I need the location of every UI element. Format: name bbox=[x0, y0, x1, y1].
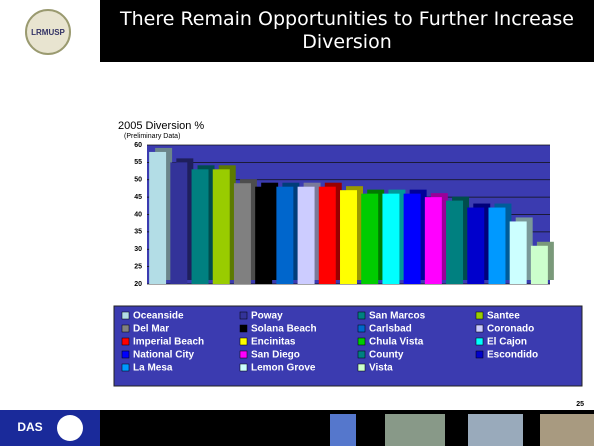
legend-label: San Marcos bbox=[369, 311, 426, 322]
chart-title: 2005 Diversion % bbox=[118, 120, 204, 132]
legend-swatch bbox=[122, 325, 129, 332]
bar bbox=[213, 169, 230, 284]
legend-swatch bbox=[240, 351, 247, 358]
y-tick-label: 35 bbox=[134, 229, 142, 236]
legend-swatch bbox=[476, 325, 483, 332]
y-tick-label: 55 bbox=[134, 159, 142, 166]
bar bbox=[531, 246, 548, 284]
legend-label: Oceanside bbox=[133, 311, 184, 322]
legend-swatch bbox=[240, 312, 247, 319]
legend-label: Lemon Grove bbox=[251, 363, 316, 374]
y-tick-label: 25 bbox=[134, 263, 142, 270]
y-tick-label: 30 bbox=[134, 246, 142, 253]
photo bbox=[468, 414, 523, 446]
legend-swatch bbox=[358, 338, 365, 345]
legend-swatch bbox=[122, 351, 129, 358]
legend-label: San Diego bbox=[251, 350, 300, 361]
legend-label: Poway bbox=[251, 311, 283, 322]
bar bbox=[298, 187, 315, 284]
bar bbox=[319, 187, 336, 284]
slide: There Remain Opportunities to Further In… bbox=[0, 0, 594, 446]
y-tick-label: 50 bbox=[134, 177, 142, 184]
bar bbox=[404, 194, 421, 284]
legend-label: Coronado bbox=[487, 324, 534, 335]
bar bbox=[361, 194, 378, 284]
bar bbox=[446, 201, 463, 284]
legend-swatch bbox=[358, 325, 365, 332]
photo bbox=[540, 414, 594, 446]
legend-label: County bbox=[369, 350, 404, 361]
bar bbox=[488, 208, 505, 284]
bar bbox=[170, 162, 187, 284]
legend-label: La Mesa bbox=[133, 363, 173, 374]
legend-swatch bbox=[122, 364, 129, 371]
bar bbox=[276, 187, 293, 284]
legend-swatch bbox=[240, 325, 247, 332]
bar bbox=[467, 208, 484, 284]
y-tick-label: 60 bbox=[134, 142, 142, 149]
y-tick-label: 20 bbox=[134, 281, 142, 288]
footer-seal bbox=[57, 415, 83, 441]
y-tick-label: 40 bbox=[134, 211, 142, 218]
bar bbox=[234, 183, 251, 284]
legend-label: Solana Beach bbox=[251, 324, 317, 335]
legend-label: Chula Vista bbox=[369, 337, 424, 348]
photo bbox=[330, 414, 356, 446]
legend-swatch bbox=[358, 351, 365, 358]
legend-label: Del Mar bbox=[133, 324, 169, 335]
legend-swatch bbox=[240, 364, 247, 371]
bar bbox=[382, 194, 399, 284]
chart-subtitle: (Preliminary Data) bbox=[124, 133, 180, 140]
legend-swatch bbox=[476, 338, 483, 345]
bar bbox=[340, 190, 357, 284]
footer-logo: DAS bbox=[17, 420, 42, 434]
legend-label: Escondido bbox=[487, 350, 538, 361]
legend-swatch bbox=[476, 351, 483, 358]
bar bbox=[192, 169, 209, 284]
bar bbox=[425, 197, 442, 284]
chart: LRMUSP DAS 25 2005 Diversion % (Prelimin… bbox=[0, 0, 594, 446]
legend-swatch bbox=[358, 364, 365, 371]
bar bbox=[149, 152, 166, 284]
legend-label: Imperial Beach bbox=[133, 337, 204, 348]
legend-swatch bbox=[122, 312, 129, 319]
legend-swatch bbox=[476, 312, 483, 319]
legend-label: Carlsbad bbox=[369, 324, 412, 335]
bar bbox=[255, 187, 272, 284]
photo bbox=[385, 414, 445, 446]
legend-label: El Cajon bbox=[487, 337, 527, 348]
legend-label: Encinitas bbox=[251, 337, 296, 348]
logo-text: LRMUSP bbox=[31, 28, 65, 37]
legend-swatch bbox=[358, 312, 365, 319]
legend-label: Vista bbox=[369, 363, 393, 374]
page-number: 25 bbox=[576, 401, 584, 408]
legend-swatch bbox=[240, 338, 247, 345]
footer-left bbox=[0, 410, 100, 446]
legend-label: Santee bbox=[487, 311, 520, 322]
legend-label: National City bbox=[133, 350, 195, 361]
y-tick-label: 45 bbox=[134, 194, 142, 201]
legend-swatch bbox=[122, 338, 129, 345]
bar bbox=[510, 221, 527, 284]
